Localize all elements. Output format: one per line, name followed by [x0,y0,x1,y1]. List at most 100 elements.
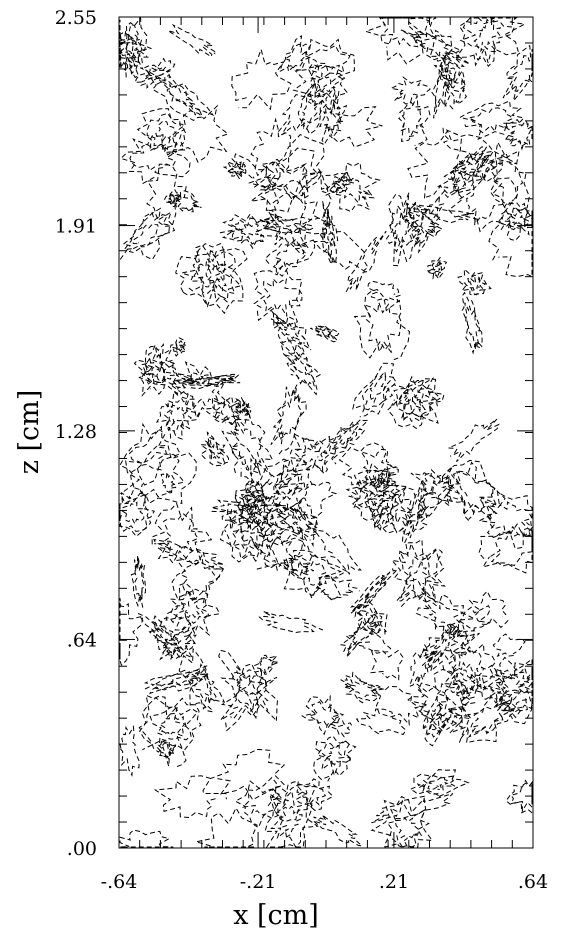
contour-line [134,559,145,602]
contour-line [119,16,148,78]
contour-line [403,210,436,235]
contour-line [195,806,258,848]
contour-line [229,217,272,245]
contour-line [278,78,333,136]
contour-line [271,179,332,247]
contour-line [423,702,445,738]
contour-line [318,91,348,145]
contour-line [263,277,303,317]
contour-line [308,44,351,74]
contour-line [300,560,330,586]
contour-line [310,324,340,343]
contour-line [138,697,202,756]
contour-line [272,241,308,270]
contour-line [432,264,441,273]
contour-line [221,409,274,478]
contour-line [278,805,303,838]
contour-line [333,179,347,190]
contour-line [428,261,443,277]
y-tick-label: 2.55 [55,7,97,29]
contour-line [367,280,401,303]
contour-line [301,445,324,466]
contour-line [163,397,192,432]
contour-line [238,403,247,412]
contour-line [491,152,524,205]
contour-line [492,633,526,658]
contour-line [505,779,533,814]
contour-line [123,211,171,251]
contour-line [322,201,339,267]
contour-line [313,72,336,94]
contour-line [170,588,209,624]
contour-line [193,671,212,703]
contour-line [464,302,481,350]
contour-line [283,351,315,387]
contour-line [327,176,352,195]
contour-line [365,612,381,629]
contour-line [277,507,313,535]
contour-line [271,147,319,191]
contour-line [417,668,476,721]
contour-line [344,627,392,654]
contour-line [326,418,370,460]
contour-line [373,470,392,489]
contour-line [158,79,200,116]
contour-line [407,129,465,199]
contour-line [167,192,179,205]
contour-line [434,61,450,109]
contour-line [409,195,445,254]
contour-line [442,127,518,168]
x-tick-label: .64 [518,871,548,893]
contour-line [447,605,492,643]
contour-line [147,353,164,378]
contour-line [120,135,191,185]
contour-line [409,769,470,798]
contour-line [419,623,469,671]
contour-line [119,598,144,667]
contour-line [458,156,480,177]
contour-line [236,671,259,697]
y-tick-label: .00 [67,838,97,860]
contour-line [457,268,492,296]
contour-line [421,476,450,512]
contour-line [352,362,397,418]
contour-line [460,689,523,739]
contour-line [352,572,391,612]
contour-line [325,220,334,247]
contour-line [224,499,274,556]
contour-line [171,104,229,163]
contour-line [211,395,251,428]
contour-line [231,153,280,190]
contour-line [298,168,332,233]
contour-line [169,337,188,357]
contour-line [488,209,533,278]
contour-line [300,694,345,736]
contour-line [218,649,279,721]
contour-line [339,612,384,658]
contour-line [160,471,177,493]
contour-line [237,223,260,236]
contour-line [404,203,444,239]
contour-line [167,23,218,58]
contour-line [273,458,313,501]
contour-line [458,100,525,140]
contour-line [432,635,456,656]
contour-line [429,29,453,64]
contour-line [369,684,429,727]
contour-line [291,355,311,376]
contour-line [345,469,410,515]
contour-line [264,783,319,848]
contour-line [129,451,185,498]
contour-line [165,582,221,637]
contour-line [146,112,186,151]
contour-line [245,487,266,526]
contour-line [315,574,360,601]
contour-line [344,677,379,700]
contour-line [401,387,424,405]
contour-line [230,418,262,472]
contour-line [222,160,247,180]
contour-line [398,508,429,537]
contour-line [229,675,267,720]
contour-line [146,163,187,227]
